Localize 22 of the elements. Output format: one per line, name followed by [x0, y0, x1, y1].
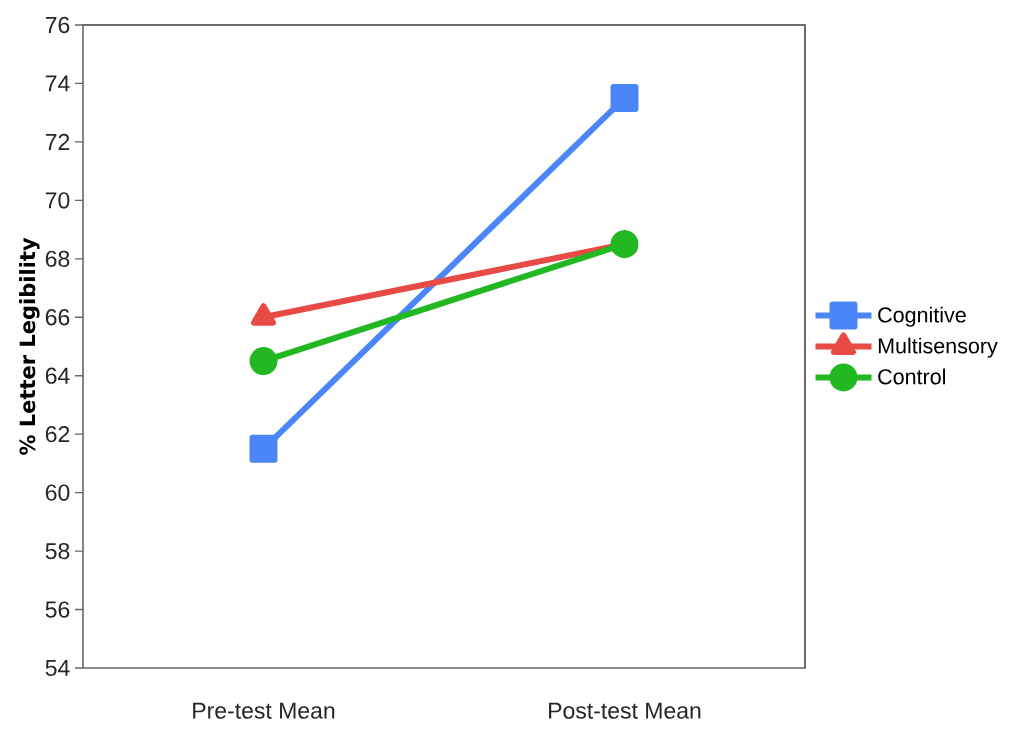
x-tick-label: Post-test Mean [549, 702, 701, 719]
y-tick-label: 72 [45, 133, 70, 150]
point [610, 230, 639, 259]
y-axis-title: % Letter Legibility [19, 237, 40, 455]
y-tick-label: 70 [45, 192, 70, 209]
y-tick-label: 60 [45, 484, 70, 501]
point [249, 434, 278, 463]
y-tick-label: 66 [45, 309, 70, 326]
y-tick-label: 54 [45, 659, 70, 677]
x-tick-label: Pre-test Mean [193, 702, 335, 719]
legend-label: Multisensory [878, 337, 998, 358]
legend-label: Control [878, 368, 945, 385]
point [610, 84, 639, 113]
y-tick-label: 56 [45, 601, 70, 618]
y-tick-label: 64 [45, 367, 70, 384]
y-tick-label: 74 [45, 75, 70, 92]
y-tick-label: 76 [45, 16, 70, 34]
point [249, 347, 278, 376]
legend-label: Cognitive [878, 306, 966, 327]
y-tick-label: 58 [45, 542, 70, 560]
y-tick-label: 62 [45, 426, 70, 443]
y-tick-label: 68 [45, 250, 70, 267]
